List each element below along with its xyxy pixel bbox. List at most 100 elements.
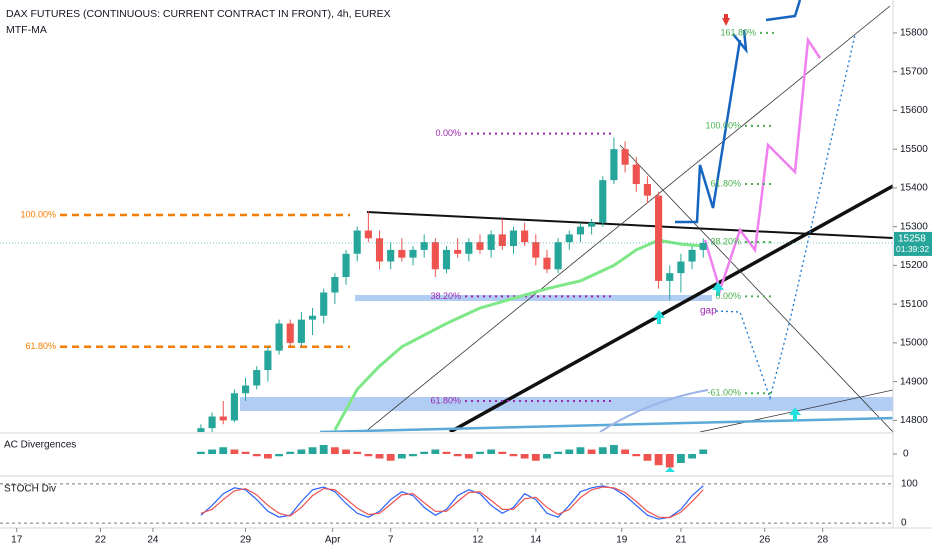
candle-body	[498, 234, 506, 247]
fib-label: 100.00%	[705, 120, 741, 130]
fib-label: 161.80%	[720, 27, 756, 37]
stoch-line	[200, 486, 704, 519]
x-tick-label: 28	[817, 535, 829, 546]
ac-bar	[219, 447, 228, 454]
candle-body	[320, 292, 328, 316]
candle-body	[543, 257, 551, 270]
ac-bar	[208, 449, 216, 454]
candle-body	[655, 195, 663, 281]
ac-bar	[677, 454, 685, 463]
x-tick-label: 26	[759, 535, 771, 546]
ac-bar	[375, 454, 384, 459]
ac-bar	[230, 449, 239, 454]
ac-bar	[241, 451, 250, 454]
candle-body	[387, 249, 395, 262]
y-tick-label: 15000	[900, 338, 928, 349]
moving-average	[333, 238, 704, 431]
fib-label: 100.00%	[20, 209, 56, 219]
fib-label: 61.80%	[25, 341, 56, 351]
zone	[355, 295, 712, 301]
x-tick-label: 22	[95, 535, 107, 546]
projection-arrow	[732, 29, 748, 55]
candle-body	[632, 164, 640, 185]
x-tick-label: 14	[530, 535, 542, 546]
y-tick-label: 15400	[900, 183, 928, 194]
ac-bar	[632, 454, 641, 457]
last-price: 15258	[898, 234, 926, 245]
candle-body	[442, 249, 451, 270]
gap-label: gap	[700, 306, 717, 317]
chart-title: DAX FUTURES (CONTINUOUS: CURRENT CONTRAC…	[6, 8, 391, 20]
ac-bar	[643, 454, 652, 461]
candle-body	[219, 416, 227, 421]
down-arrow	[722, 14, 730, 26]
y-tick-label: 14900	[900, 376, 928, 387]
ac-bar	[353, 451, 362, 454]
ac-bar	[252, 454, 261, 457]
candle-body	[342, 253, 350, 278]
ac-bar	[409, 454, 417, 457]
candle-body	[353, 230, 361, 254]
candle-body	[688, 249, 696, 262]
candle-body	[699, 242, 707, 250]
ac-bar	[197, 451, 205, 454]
y-tick-label: 14800	[900, 415, 928, 426]
ac-bar	[275, 454, 283, 457]
ac-bar	[576, 447, 585, 454]
fib-label: 0.00%	[435, 128, 461, 138]
ac-bar	[565, 449, 574, 454]
y-tick-label: 0	[903, 449, 909, 460]
trend-line	[319, 416, 893, 432]
ac-bar	[665, 454, 674, 468]
pane-title: AC Divergences	[4, 440, 76, 451]
ac-bar	[364, 454, 373, 457]
ac-bar	[509, 454, 518, 457]
x-tick-label: 24	[147, 535, 159, 546]
candle-body	[621, 149, 629, 165]
candle-body	[509, 230, 518, 247]
ac-bar	[286, 451, 295, 454]
signal-arrow	[665, 467, 675, 472]
ac-bar	[453, 454, 462, 457]
ac-bar	[420, 451, 429, 454]
candle-body	[286, 323, 294, 343]
candle-body	[677, 261, 685, 274]
candle-body	[375, 238, 384, 262]
channel-line	[364, 5, 891, 432]
channel-line	[619, 144, 893, 432]
ac-bar	[342, 449, 350, 454]
candle-body	[576, 226, 585, 235]
projection	[675, 39, 742, 224]
ac-bar	[464, 454, 473, 459]
candle-body	[275, 323, 283, 351]
projection	[703, 36, 822, 295]
x-tick-label: Apr	[325, 535, 341, 546]
candle-body	[476, 242, 484, 250]
y-tick-label: 15500	[900, 144, 928, 155]
ac-bar	[543, 454, 551, 459]
fib-label: 0.00%	[715, 291, 741, 301]
ac-bar	[587, 449, 596, 454]
x-tick-label: 19	[616, 535, 628, 546]
fib-label: -61.00%	[707, 388, 741, 398]
x-tick-label: 21	[675, 535, 687, 546]
candle-body	[297, 319, 305, 343]
ac-bar	[397, 454, 406, 459]
ac-bar	[386, 454, 395, 461]
ac-bar	[498, 451, 507, 454]
stoch-line	[200, 485, 704, 520]
y-tick-label: 100	[901, 479, 918, 490]
trend-line	[449, 184, 893, 432]
indicator-name: MTF-MA	[6, 24, 47, 36]
candle-body	[431, 242, 439, 270]
ac-bar	[330, 447, 339, 454]
ac-bar	[598, 447, 607, 454]
curve	[599, 389, 709, 432]
y-tick-label: 15200	[900, 260, 928, 271]
candle-body	[331, 277, 339, 293]
candle-body	[409, 249, 417, 258]
candle-body	[253, 370, 261, 386]
ac-bar	[319, 445, 328, 454]
candle-body	[565, 234, 573, 243]
